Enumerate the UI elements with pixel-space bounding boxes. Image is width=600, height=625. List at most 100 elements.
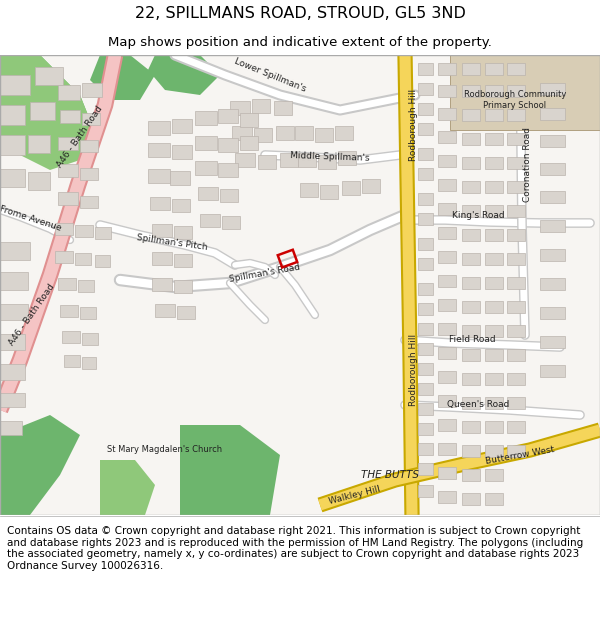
Polygon shape	[0, 55, 100, 160]
Bar	[540, 307, 565, 319]
Bar	[82, 113, 100, 125]
Bar	[172, 199, 190, 212]
Bar	[148, 169, 170, 183]
Bar	[507, 85, 525, 97]
Bar	[80, 140, 98, 152]
Bar	[418, 238, 433, 250]
Bar	[462, 493, 480, 505]
Bar	[335, 126, 353, 140]
Bar	[362, 179, 380, 193]
Bar	[195, 111, 217, 125]
Bar	[438, 323, 456, 335]
Bar	[418, 283, 433, 295]
Text: St Mary Magdalen's Church: St Mary Magdalen's Church	[107, 446, 223, 454]
Bar	[152, 252, 172, 265]
Bar	[438, 155, 456, 167]
Bar	[195, 161, 217, 175]
Bar	[174, 280, 192, 293]
Bar	[462, 133, 480, 145]
Bar	[172, 119, 192, 133]
Bar	[418, 123, 433, 135]
Bar	[75, 253, 91, 265]
Bar	[418, 443, 433, 455]
Bar	[507, 421, 525, 433]
Bar	[462, 325, 480, 337]
Bar	[507, 445, 525, 457]
Bar	[507, 349, 525, 361]
Bar	[338, 151, 356, 165]
Bar	[200, 214, 220, 227]
Text: Contains OS data © Crown copyright and database right 2021. This information is : Contains OS data © Crown copyright and d…	[7, 526, 583, 571]
Bar	[60, 110, 80, 123]
Bar	[418, 423, 433, 435]
Bar	[485, 325, 503, 337]
Bar	[418, 103, 433, 115]
Bar	[418, 485, 433, 497]
Bar	[540, 108, 565, 120]
Bar	[0, 334, 25, 350]
Bar	[28, 172, 50, 190]
Bar	[418, 148, 433, 160]
Bar	[174, 226, 192, 239]
Bar	[485, 229, 503, 241]
Text: A46 - Bath Road: A46 - Bath Road	[55, 104, 104, 169]
Bar	[55, 223, 73, 235]
Bar	[438, 395, 456, 407]
Bar	[462, 205, 480, 217]
Bar	[507, 229, 525, 241]
Bar	[198, 187, 218, 200]
Bar	[58, 164, 78, 177]
Text: Rodborough Hill: Rodborough Hill	[409, 334, 418, 406]
Bar	[220, 189, 238, 202]
Bar	[418, 463, 433, 475]
Bar	[418, 168, 433, 180]
Bar	[55, 251, 73, 263]
Bar	[507, 277, 525, 289]
Bar	[0, 393, 25, 407]
Bar	[177, 306, 195, 319]
Bar	[418, 323, 433, 335]
Bar	[438, 179, 456, 191]
Bar	[280, 153, 298, 167]
Bar	[485, 133, 503, 145]
Bar	[64, 355, 80, 367]
Bar	[0, 272, 28, 290]
Bar	[0, 421, 22, 435]
Bar	[235, 153, 255, 167]
Polygon shape	[0, 415, 80, 515]
Bar	[82, 333, 98, 345]
Bar	[35, 67, 63, 85]
Bar	[0, 242, 30, 260]
Bar	[485, 445, 503, 457]
Bar	[0, 135, 25, 155]
Text: Coronation Road: Coronation Road	[523, 127, 533, 202]
Bar	[438, 203, 456, 215]
Bar	[438, 491, 456, 503]
Bar	[150, 197, 170, 210]
Bar	[485, 85, 503, 97]
Text: Rodborough Hill: Rodborough Hill	[409, 89, 419, 161]
Bar	[438, 131, 456, 143]
Bar	[418, 83, 433, 95]
Bar	[62, 331, 80, 343]
Bar	[418, 403, 433, 415]
Bar	[485, 205, 503, 217]
Bar	[274, 101, 292, 115]
Text: Lower Spillman's: Lower Spillman's	[233, 56, 307, 94]
Bar	[438, 347, 456, 359]
Bar	[82, 357, 96, 369]
Bar	[152, 278, 172, 291]
Bar	[507, 397, 525, 409]
Bar	[438, 227, 456, 239]
Bar	[540, 220, 565, 232]
Bar	[418, 343, 433, 355]
Bar	[230, 101, 250, 115]
Polygon shape	[0, 55, 100, 170]
Text: Rodborough Community
Primary School: Rodborough Community Primary School	[464, 90, 566, 110]
Bar	[58, 278, 76, 290]
Bar	[540, 191, 565, 203]
Bar	[218, 109, 238, 123]
Bar	[342, 181, 360, 195]
Text: Walkley Hill: Walkley Hill	[328, 484, 382, 506]
Bar	[418, 383, 433, 395]
